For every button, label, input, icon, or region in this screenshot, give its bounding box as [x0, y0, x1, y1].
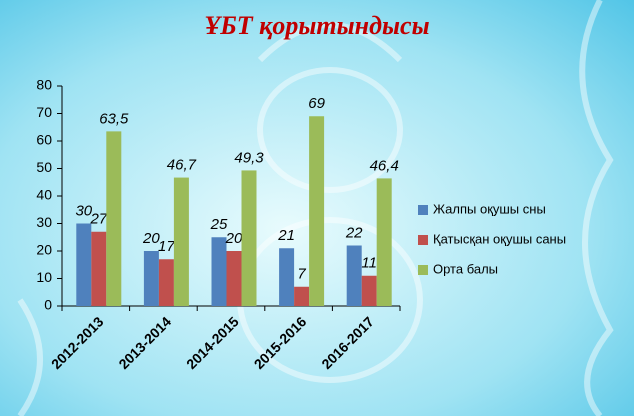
bar: [143, 251, 159, 306]
bar: [106, 131, 122, 306]
y-tick-label: 50: [36, 159, 52, 175]
data-label: 11: [361, 255, 377, 272]
data-label: 69: [308, 95, 325, 112]
y-tick-label: 10: [36, 269, 52, 285]
legend-swatch: [418, 205, 428, 215]
y-tick-label: 80: [36, 77, 52, 93]
bar: [279, 248, 295, 306]
bar: [346, 245, 362, 306]
data-label: 25: [210, 216, 228, 233]
legend-label: Орта балы: [433, 261, 498, 276]
y-tick-label: 40: [36, 187, 52, 203]
data-label: 17: [158, 238, 175, 255]
y-tick-label: 70: [36, 104, 52, 120]
data-label: 20: [225, 230, 243, 247]
legend-swatch: [418, 265, 428, 275]
bar: [158, 259, 174, 306]
bar: [76, 223, 92, 306]
bar: [309, 116, 325, 306]
data-label: 7: [297, 266, 306, 283]
data-label: 21: [277, 227, 295, 244]
data-label: 30: [75, 202, 92, 219]
bar: [241, 170, 257, 306]
bar: [173, 177, 189, 306]
legend-swatch: [418, 235, 428, 245]
bar: [211, 237, 227, 306]
data-label: 63,5: [99, 110, 129, 127]
y-tick-label: 30: [36, 214, 52, 230]
y-tick-label: 20: [36, 242, 52, 258]
data-label: 22: [345, 224, 363, 241]
bar: [361, 275, 377, 306]
data-label: 46,7: [167, 157, 197, 174]
data-label: 46,4: [370, 157, 399, 174]
y-tick-label: 60: [36, 132, 52, 148]
data-label: 20: [142, 230, 160, 247]
bar: [226, 251, 242, 306]
bar: [91, 231, 107, 306]
bar: [294, 286, 310, 306]
y-tick-label: 0: [44, 297, 52, 313]
chart-title: ҰБТ қорытындысы: [204, 11, 429, 40]
data-label: 27: [89, 211, 107, 228]
legend-label: Қатысқан оқушы саны: [433, 231, 566, 246]
data-label: 49,3: [234, 149, 264, 166]
bar: [376, 178, 392, 306]
legend-label: Жалпы оқушы сны: [433, 201, 546, 216]
